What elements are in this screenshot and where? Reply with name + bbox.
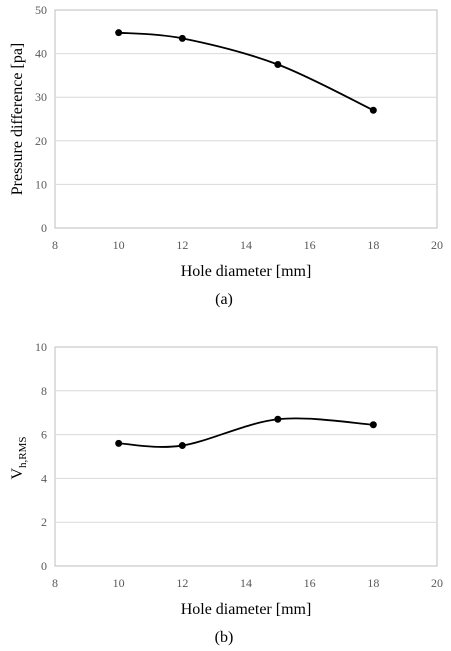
data-point	[115, 440, 122, 447]
y-tick-label: 4	[41, 471, 47, 485]
y-tick-label: 0	[41, 559, 47, 573]
y-tick-label: 2	[41, 515, 47, 529]
y-tick-label: 40	[35, 47, 47, 61]
y-tick-label: 10	[35, 177, 47, 191]
data-point	[370, 421, 377, 428]
chart-b: 0 2 4 6 8 10 8 10 12 14 16 18 20 Hole diameter [mm]…	[9, 340, 443, 646]
data-point	[370, 107, 377, 114]
data-point	[179, 442, 186, 449]
y-tick-label: 8	[41, 384, 47, 398]
x-tick-label: 14	[240, 576, 252, 590]
y-tick-label: 10	[35, 340, 47, 354]
y-axis-title-b: Vh,RMS	[9, 436, 29, 479]
x-tick-label: 12	[176, 238, 188, 252]
data-point	[179, 35, 186, 42]
y-tick-label: 20	[35, 134, 47, 148]
x-axis-title-b: Hole diameter [mm]	[181, 601, 312, 618]
y-axis-title-b-main: V	[9, 468, 26, 480]
x-ticks-a: 8 10 12 14 16 18 20	[52, 238, 443, 252]
y-axis-title-a: Pressure difference [pa]	[9, 43, 26, 196]
x-tick-label: 16	[304, 238, 316, 252]
x-axis-title-a: Hole diameter [mm]	[181, 263, 312, 280]
x-tick-label: 20	[431, 238, 443, 252]
x-tick-label: 14	[240, 238, 252, 252]
x-tick-label: 10	[113, 238, 125, 252]
y-ticks-a: 0 10 20 30 40 50	[35, 3, 47, 235]
x-ticks-b: 8 10 12 14 16 18 20	[52, 576, 443, 590]
y-axis-title-b-sub: h,RMS	[17, 436, 29, 468]
plot-area-b	[55, 347, 437, 566]
data-point	[274, 416, 281, 423]
y-tick-label: 30	[35, 90, 47, 104]
x-tick-label: 16	[304, 576, 316, 590]
plot-area-a	[55, 10, 437, 228]
y-ticks-b: 0 2 4 6 8 10	[35, 340, 47, 573]
y-tick-label: 50	[35, 3, 47, 17]
x-tick-label: 8	[52, 238, 58, 252]
chart-a: 0 10 20 30 40 50 8 10 12 14 16 18 20 Hole diameter …	[9, 3, 443, 308]
x-tick-label: 20	[431, 576, 443, 590]
data-point	[274, 61, 281, 68]
y-tick-label: 0	[41, 221, 47, 235]
x-tick-label: 8	[52, 576, 58, 590]
x-tick-label: 12	[176, 576, 188, 590]
data-point	[115, 29, 122, 36]
y-tick-label: 6	[41, 428, 47, 442]
caption-b: (b)	[215, 629, 234, 646]
x-tick-label: 10	[113, 576, 125, 590]
x-tick-label: 18	[367, 238, 379, 252]
caption-a: (a)	[215, 291, 233, 308]
x-tick-label: 18	[367, 576, 379, 590]
